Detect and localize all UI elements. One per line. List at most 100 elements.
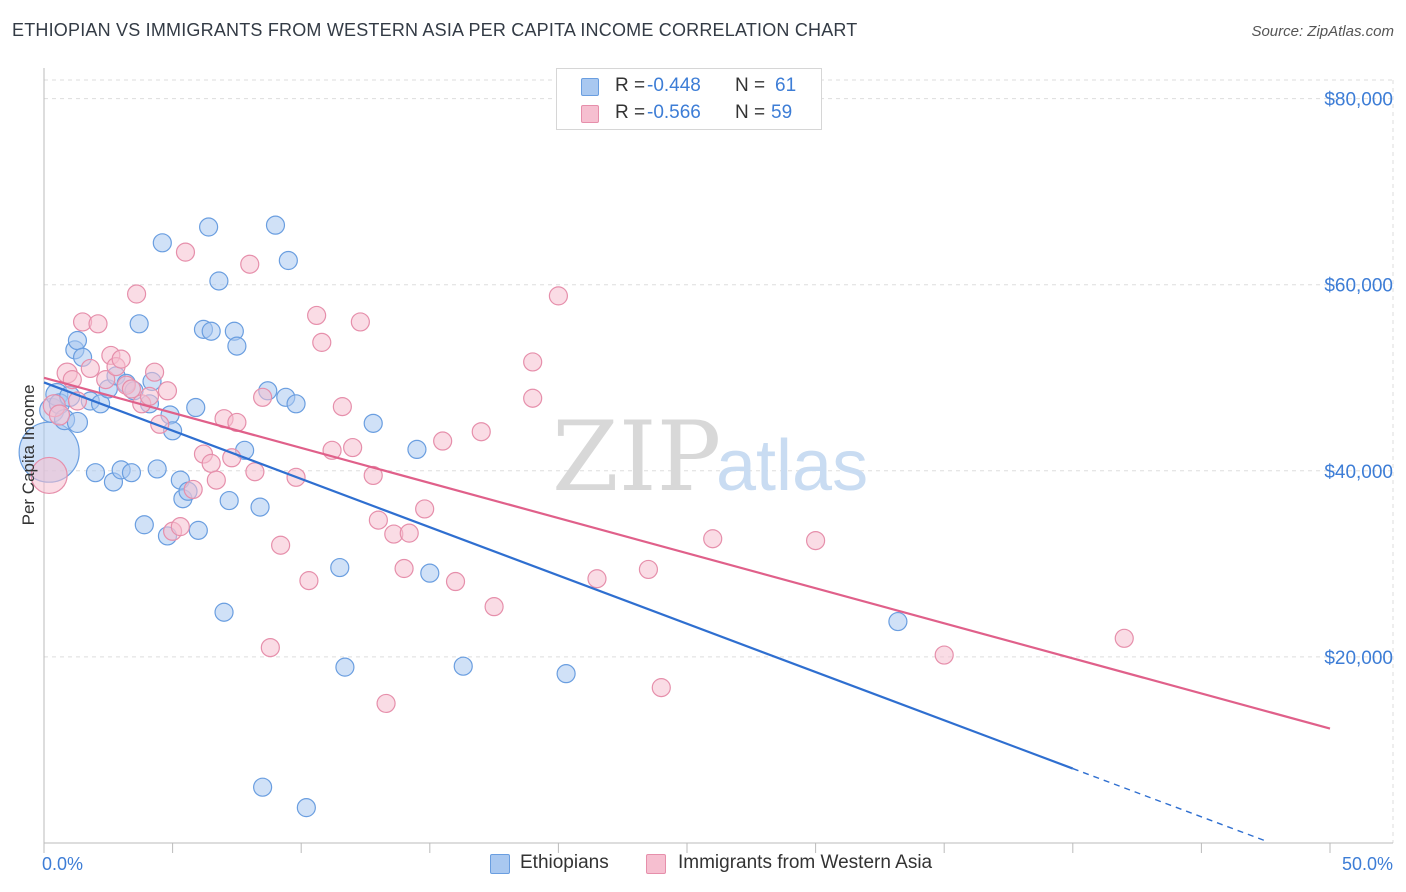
ethiopians-point xyxy=(420,563,440,583)
series-legend: Ethiopians Immigrants from Western Asia xyxy=(0,852,1406,878)
western-asia-point xyxy=(332,397,352,417)
western-asia-point xyxy=(245,462,265,482)
western-asia-point xyxy=(157,381,178,401)
chart-title: ETHIOPIAN VS IMMIGRANTS FROM WESTERN ASI… xyxy=(12,20,858,40)
western-asia-point xyxy=(651,678,671,698)
western-asia-point xyxy=(170,517,190,537)
x-tick-label: 0.0% xyxy=(42,854,83,874)
western-asia-point xyxy=(222,448,242,468)
ethiopians-point xyxy=(152,233,172,253)
ethiopians-point xyxy=(147,459,167,479)
western-asia-point xyxy=(587,569,607,589)
western-asia-point xyxy=(175,242,196,262)
western-asia-point xyxy=(703,529,723,549)
western-asia-point xyxy=(548,286,569,306)
western-asia-point xyxy=(805,530,826,551)
western-asia-point xyxy=(183,479,203,500)
y-tick-label: $40,000 xyxy=(1324,462,1393,483)
ethiopians-point xyxy=(209,271,229,291)
western-asia-point xyxy=(307,305,327,326)
western-asia-point xyxy=(312,332,332,352)
western-asia-point xyxy=(484,597,504,617)
ethiopians-point xyxy=(227,336,247,356)
ethiopians-trend-extension xyxy=(1072,767,1266,842)
ethiopians-point xyxy=(407,439,427,460)
western-asia-point xyxy=(399,523,419,543)
n-label: N = xyxy=(735,102,766,123)
y-axis-label: Per Capita Income xyxy=(19,385,38,526)
legend-label-ethiopians: Ethiopians xyxy=(520,852,609,873)
r-value: -0.566 xyxy=(647,102,701,123)
watermark: ZIP atlas xyxy=(552,401,868,513)
ethiopians-point xyxy=(330,557,350,578)
ethiopians-point xyxy=(219,490,239,511)
ethiopians-point xyxy=(265,215,286,235)
ethiopians-point xyxy=(453,656,473,676)
ethiopians-trend-line xyxy=(43,381,1074,770)
legend-label-western-asia: Immigrants from Western Asia xyxy=(678,852,933,873)
n-label: N = xyxy=(735,75,766,96)
stats-legend-row-ethiopians: R = -0.448 N = 61 xyxy=(557,75,823,103)
watermark-atlas: atlas xyxy=(716,426,868,506)
y-tick-label: $60,000 xyxy=(1324,276,1393,297)
ethiopians-point xyxy=(67,330,88,351)
stats-legend: R = -0.448 N = 61 R = -0.566 N = 59 xyxy=(556,68,822,130)
western-asia-point xyxy=(271,535,291,555)
watermark-zip: ZIP xyxy=(552,401,721,513)
western-asia-point xyxy=(80,358,100,379)
western-asia-point xyxy=(343,437,363,458)
ethiopians-point xyxy=(121,463,142,483)
western-asia-point xyxy=(240,254,260,274)
ethiopians-point xyxy=(188,520,208,540)
western-asia-swatch-icon xyxy=(581,105,599,123)
ethiopians-point xyxy=(278,250,298,271)
n-value: 61 xyxy=(775,75,797,96)
ethiopians-point xyxy=(253,777,273,797)
ethiopians-point xyxy=(85,463,106,483)
ethiopians-legend-icon xyxy=(490,854,510,874)
source-credit: Source: ZipAtlas.com xyxy=(1251,23,1394,40)
western-asia-point xyxy=(96,370,116,390)
y-tick-label: $80,000 xyxy=(1324,90,1393,111)
r-value: -0.448 xyxy=(647,75,701,96)
n-value: 59 xyxy=(771,102,793,123)
western-asia-point xyxy=(253,387,273,407)
western-asia-point xyxy=(150,414,170,434)
ethiopians-point xyxy=(888,611,908,632)
western-asia-point xyxy=(350,312,370,332)
trend-layer xyxy=(43,376,1331,842)
ethiopians-point xyxy=(286,394,306,414)
western-asia-point xyxy=(934,645,954,665)
y-tick-label: $20,000 xyxy=(1324,648,1393,669)
western-asia-point xyxy=(523,352,543,372)
western-asia-point xyxy=(523,388,543,408)
western-asia-point xyxy=(206,470,226,490)
western-asia-point xyxy=(48,404,71,426)
ethiopians-point xyxy=(556,664,576,684)
western-asia-point xyxy=(415,499,435,519)
western-asia-point xyxy=(139,386,160,406)
western-asia-point xyxy=(433,431,453,451)
western-asia-point xyxy=(30,456,68,495)
western-asia-point xyxy=(201,453,221,473)
western-asia-trend-line xyxy=(43,376,1331,730)
ethiopians-point xyxy=(335,657,355,677)
r-label: R = xyxy=(615,102,646,123)
western-asia-legend-icon xyxy=(646,854,666,874)
x-tick-label: 50.0% xyxy=(1342,854,1393,874)
ethiopians-point xyxy=(296,798,316,818)
western-asia-point xyxy=(1114,628,1134,648)
western-asia-point xyxy=(88,314,108,334)
ethiopians-point xyxy=(134,515,154,535)
western-asia-point xyxy=(638,559,659,580)
western-asia-point xyxy=(126,284,147,304)
ethiopians-point xyxy=(214,602,234,622)
western-asia-point xyxy=(111,349,131,369)
western-asia-point xyxy=(471,422,491,442)
western-asia-point xyxy=(445,571,466,592)
ethiopians-point xyxy=(186,397,206,418)
ethiopians-point xyxy=(201,321,221,341)
western-asia-point xyxy=(394,558,414,579)
ethiopians-point xyxy=(66,411,89,434)
